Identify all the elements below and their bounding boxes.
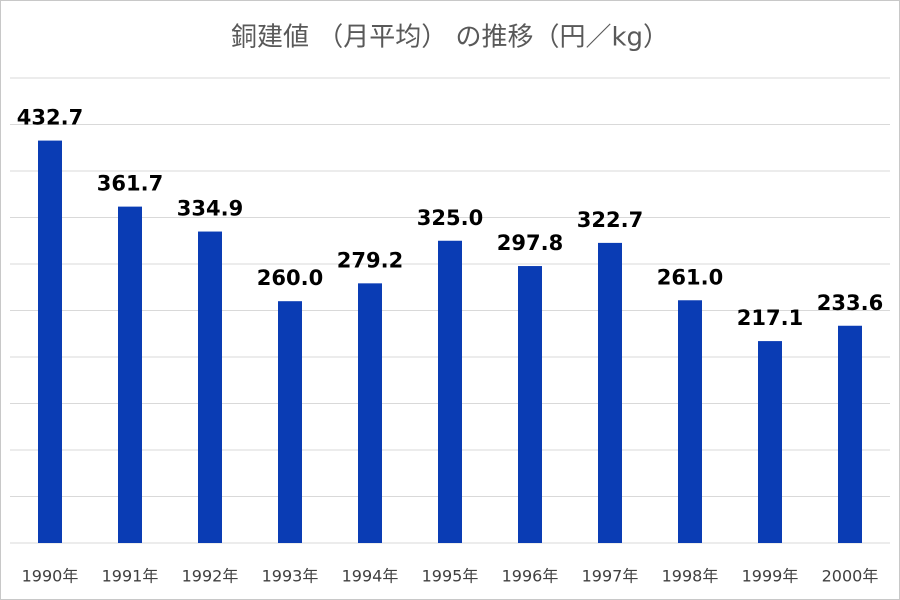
x-tick-label: 1993年 [262,567,319,586]
x-tick-label: 1999年 [742,567,799,586]
value-label: 297.8 [497,231,563,255]
x-tick-label: 1996年 [502,567,559,586]
x-tick-label: 1995年 [422,567,479,586]
bar [198,231,222,543]
value-label: 432.7 [17,106,83,130]
bar [358,283,382,543]
bar [838,325,862,543]
value-label: 261.0 [657,265,723,289]
x-tick-label: 1991年 [102,567,159,586]
bar [278,301,302,543]
bar [598,242,622,543]
x-tick-label: 1994年 [342,567,399,586]
value-label: 260.0 [257,266,323,290]
bar [438,240,462,543]
bar [758,341,782,543]
x-tick-label: 1997年 [582,567,639,586]
chart-title: 銅建値 （月平均） の推移（円／kg） [231,23,669,53]
value-label: 334.9 [177,197,243,221]
value-label: 361.7 [97,172,163,196]
value-label: 233.6 [817,291,883,315]
bar [518,266,542,543]
x-tick-label: 1990年 [22,567,79,586]
bar [118,206,142,543]
bar [678,300,702,543]
value-label: 325.0 [417,206,483,230]
x-tick-label: 1992年 [182,567,239,586]
value-label: 279.2 [337,248,403,272]
x-tick-label: 1998年 [662,567,719,586]
x-tick-label: 2000年 [822,567,879,586]
bar [38,140,62,544]
value-label: 217.1 [737,306,803,330]
value-label: 322.7 [577,208,643,232]
